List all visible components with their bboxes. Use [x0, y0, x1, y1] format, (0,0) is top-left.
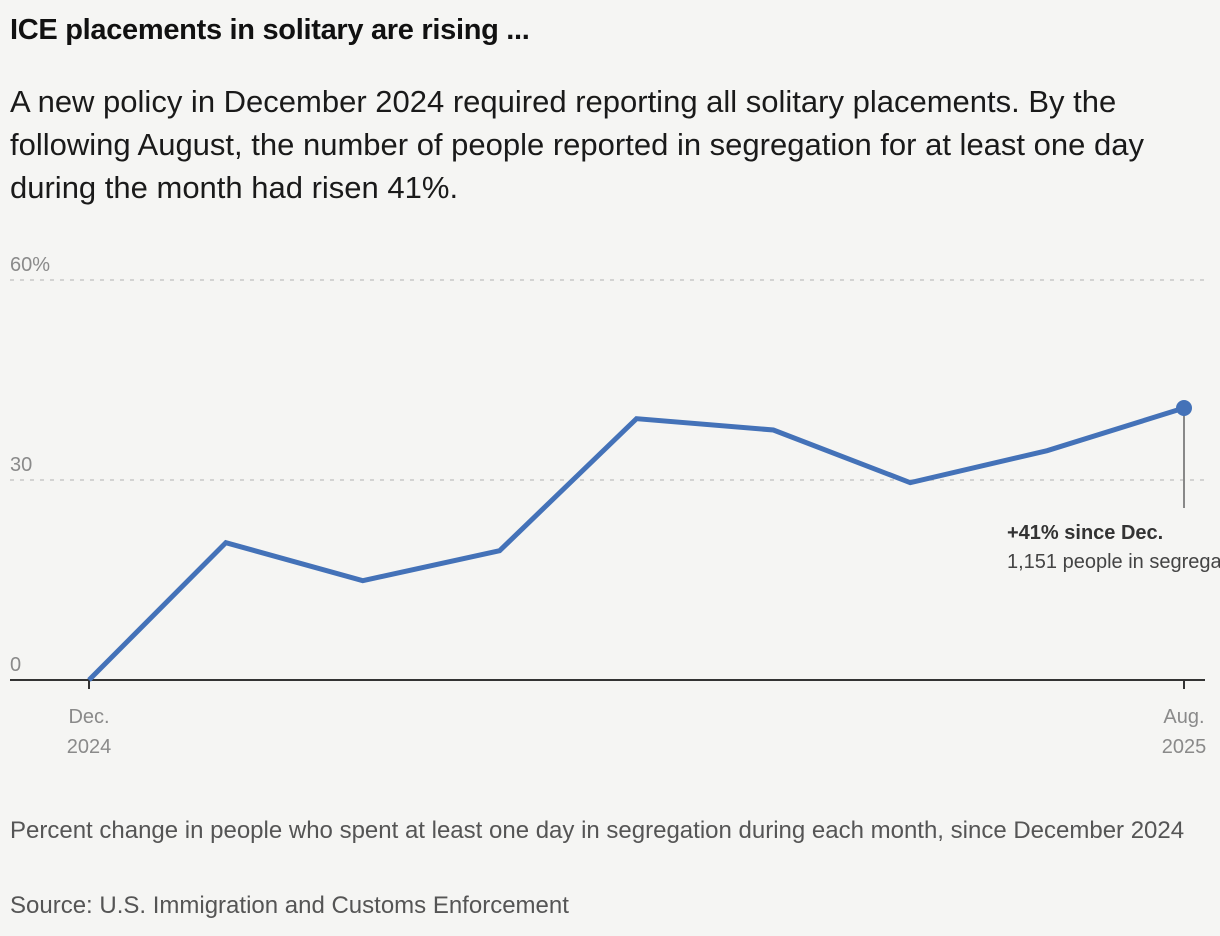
y-tick-label: 0	[10, 654, 21, 676]
x-tick-label: Dec.	[68, 706, 109, 728]
x-tick-label: 2025	[1162, 736, 1207, 758]
annotation-headline: +41% since Dec.	[1007, 522, 1163, 544]
annotation-detail: 1,151 people in segregation	[1007, 551, 1220, 573]
chart-source: Source: U.S. Immigration and Customs Enf…	[10, 892, 569, 919]
gridlines: 0 30 60%	[10, 254, 1205, 676]
chart-note: Percent change in people who spent at le…	[10, 817, 1185, 844]
series-layer	[87, 405, 1185, 682]
series-line	[87, 405, 1185, 682]
x-tick-label: 2024	[67, 736, 112, 758]
x-axis: Dec. 2024 Aug. 2025	[10, 679, 1207, 758]
annotation-layer: +41% since Dec. 1,151 people in segregati…	[1007, 400, 1220, 573]
y-tick-label: 30	[10, 454, 32, 476]
chart-subtitle: A new policy in December 2024 required r…	[10, 84, 1144, 205]
x-tick-label: Aug.	[1163, 706, 1204, 728]
chart-title: ICE placements in solitary are rising ..…	[10, 14, 530, 46]
line-chart: 0 30 60% Dec. 2024 Aug. 2025 +41% since Dec. 1…	[10, 254, 1220, 758]
y-tick-label: 60%	[10, 254, 50, 276]
endpoint-marker	[1176, 400, 1192, 416]
